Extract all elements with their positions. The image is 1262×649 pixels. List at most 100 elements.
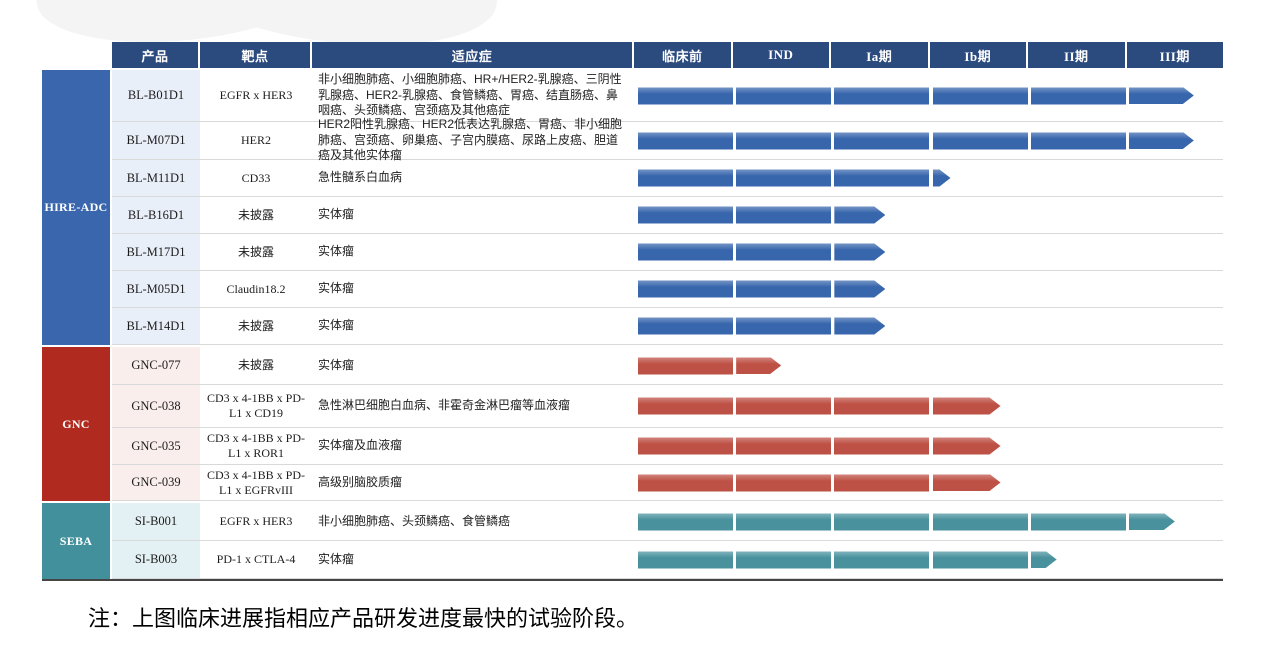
bar-segment [638,169,734,187]
table-body: HIRE-ADC BL-B01D1 EGFR x HER3 非小细胞肺癌、小细胞肺癌、… [42,68,1223,579]
pipeline-row-bl-m14d1: BL-M14D1 未披露 实体瘤 [112,308,1223,345]
progress-bar [634,541,1223,578]
bar-segment [834,397,930,415]
bar-segment [638,317,734,335]
bar-segment [1030,513,1126,530]
product-cell: GNC-039 [112,465,200,500]
phase-header-4: Ib期 [929,42,1028,68]
bar-segment [638,437,734,455]
bar-arrow-segment [736,357,781,374]
pipeline-table: 产品 靶点 适应症 临床前 IND Ia期 Ib期 II期 III期 HIRE-ADC BL… [42,42,1223,581]
bar-segment [834,551,930,568]
bar-segment [638,87,734,104]
progress-bar [634,503,1223,540]
bar-segment [932,87,1028,104]
pipeline-row-bl-b16d1: BL-B16D1 未披露 实体瘤 [112,197,1223,234]
bar-segment [638,357,734,374]
phase-header-2: IND [732,42,831,68]
indication-cell: 实体瘤 [318,244,355,259]
product-cell: GNC-077 [112,347,200,384]
pipeline-row-bl-m11d1: BL-M11D1 CD33 急性髓系白血病 [112,160,1223,197]
bar-segment [736,280,832,298]
bar-segment [736,513,832,530]
indication-cell: 实体瘤 [318,551,355,566]
pipeline-row-bl-m17d1: BL-M17D1 未披露 实体瘤 [112,234,1223,271]
phase-header-5: II期 [1028,42,1127,68]
product-cell: GNC-035 [112,428,200,464]
progress-bar [634,234,1223,270]
bar-segment [638,397,734,415]
bar-segment [736,317,832,335]
pipeline-row-si-b001: SI-B001 EGFR x HER3 非小细胞肺癌、头颈鳞癌、食管鳞癌 [112,503,1223,541]
bar-arrow-segment [1129,513,1175,530]
bar-segment [834,474,930,491]
bar-segment [736,474,832,491]
pipeline-row-bl-m07d1: BL-M07D1 HER2 HER2阳性乳腺癌、HER2低表达乳腺癌、胃癌、非小细胞… [112,117,1223,162]
indication-cell: 实体瘤 [318,207,355,222]
target-cell: 未披露 [237,358,274,372]
bar-arrow-segment [834,207,885,224]
progress-bar [634,347,1223,384]
pipeline-row-gnc-038: GNC-038 CD3 x 4-1BB x PD-L1 x CD19 急性淋巴细胞白… [112,385,1223,428]
bar-segment [736,132,832,149]
indication-cell: 高级别脑胶质瘤 [318,474,403,489]
bar-segment [1030,87,1126,104]
bar-segment [736,437,832,455]
indication-cell: 急性淋巴细胞白血病、非霍奇金淋巴瘤等血液瘤 [318,398,571,413]
bar-segment [638,551,734,568]
pipeline-row-gnc-039: GNC-039 CD3 x 4-1BB x PD-L1 x EGFRvIII 高级别… [112,465,1223,501]
phase-header-3: Ia期 [831,42,930,68]
bar-segment [638,206,734,224]
indication-cell: 实体瘤 [318,281,355,296]
indication-cell: 非小细胞肺癌、小细胞肺癌、HR+/HER2-乳腺癌、三阴性乳腺癌、HER2-乳腺… [318,72,622,118]
indication-cell: 急性髓系白血病 [318,170,403,185]
progress-bar [634,271,1223,307]
bar-segment [932,132,1028,149]
bar-segment [834,437,930,455]
bar-segment [932,551,1028,568]
bar-arrow-segment [933,438,1001,455]
progress-bar [634,308,1223,344]
progress-bar [634,385,1223,427]
footnote: 注：上图临床进展指相应产品研发进度最快的试验阶段。 [88,606,639,631]
bar-arrow-segment [1129,87,1194,104]
target-cell: EGFR x HER3 [219,514,293,528]
progress-bar [634,428,1223,464]
bar-segment [1030,132,1126,149]
header-spacer [42,42,112,68]
group-label-hire-adc: HIRE-ADC [42,70,112,345]
bar-segment [638,280,734,298]
indication-cell: 非小细胞肺癌、头颈鳞癌、食管鳞癌 [318,513,511,528]
product-cell: GNC-038 [112,385,200,427]
bar-segment [638,513,734,530]
progress-bar [634,465,1223,500]
group-seba: SEBA SI-B001 EGFR x HER3 非小细胞肺癌、头颈鳞癌、食管鳞癌 SI… [42,501,1223,579]
target-cell: CD3 x 4-1BB x PD-L1 x CD19 [206,391,305,420]
bar-segment [736,551,832,568]
group-hire-adc: HIRE-ADC BL-B01D1 EGFR x HER3 非小细胞肺癌、小细胞肺癌、… [42,68,1223,345]
target-cell: EGFR x HER3 [219,88,293,102]
target-cell: 未披露 [237,318,274,333]
bar-segment [736,169,832,187]
group-label-gnc: GNC [42,347,112,501]
bar-segment [638,243,734,261]
group-gnc: GNC GNC-077 未披露 实体瘤 GNC-038 CD3 x 4-1BB x PD-… [42,345,1223,501]
col-header-product: 产品 [112,42,200,68]
pipeline-row-bl-m05d1: BL-M05D1 Claudin18.2 实体瘤 [112,271,1223,308]
progress-bar [634,70,1223,121]
bar-arrow-segment [1129,132,1194,149]
bar-segment [834,87,930,104]
bar-arrow-segment [933,474,1001,491]
bar-segment [736,243,832,261]
phase-header-1: 临床前 [634,42,733,68]
bar-arrow-segment [933,170,951,187]
indication-cell: 实体瘤及血液瘤 [318,438,403,453]
pipeline-row-si-b003: SI-B003 PD-1 x CTLA-4 实体瘤 [112,541,1223,579]
product-cell: BL-M17D1 [112,234,200,270]
col-header-indication: 适应症 [312,42,634,68]
bar-arrow-segment [933,398,1001,415]
target-cell: CD33 [241,170,271,185]
product-cell: BL-M07D1 [112,122,200,159]
target-cell: 未披露 [237,207,274,222]
